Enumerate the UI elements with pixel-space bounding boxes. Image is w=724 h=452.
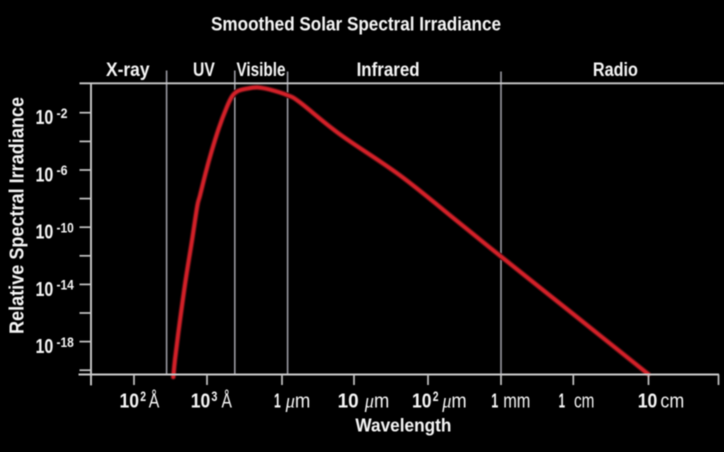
svg-text:Relative Spectral Irradiance: Relative Spectral Irradiance: [7, 97, 29, 334]
svg-text:-2: -2: [57, 105, 68, 121]
svg-text:10: 10: [36, 336, 54, 358]
svg-text:10: 10: [191, 391, 211, 413]
svg-text:mm: mm: [503, 391, 530, 413]
svg-text:Smoothed Solar Spectral Irradi: Smoothed Solar Spectral Irradiance: [211, 15, 501, 36]
svg-text:Å: Å: [149, 390, 160, 413]
svg-text:-18: -18: [57, 334, 74, 350]
svg-text:1: 1: [491, 391, 498, 413]
svg-text:10: 10: [638, 391, 658, 413]
svg-text:10: 10: [36, 222, 54, 244]
svg-text:-6: -6: [57, 162, 68, 178]
svg-text:10: 10: [120, 391, 140, 413]
svg-text:1: 1: [559, 391, 565, 413]
svg-text:μm: μm: [364, 391, 389, 413]
svg-text:cm: cm: [660, 391, 684, 413]
svg-text:1: 1: [274, 391, 281, 413]
svg-text:10: 10: [36, 279, 54, 301]
svg-text:cm: cm: [574, 391, 594, 413]
svg-text:Visible: Visible: [237, 60, 286, 81]
svg-text:10: 10: [36, 107, 54, 129]
svg-text:10: 10: [412, 391, 432, 413]
svg-text:μm: μm: [441, 391, 466, 413]
svg-text:-14: -14: [57, 277, 74, 293]
svg-text:Wavelength: Wavelength: [355, 416, 451, 436]
svg-text:2: 2: [433, 388, 439, 404]
svg-text:μm: μm: [285, 391, 311, 413]
svg-text:Å: Å: [222, 390, 233, 413]
svg-text:10: 10: [36, 165, 54, 187]
svg-text:3: 3: [211, 388, 217, 404]
svg-text:-10: -10: [57, 219, 74, 235]
svg-text:10: 10: [338, 391, 359, 413]
svg-text:X-ray: X-ray: [106, 60, 150, 81]
svg-text:UV: UV: [193, 60, 215, 81]
svg-text:Radio: Radio: [593, 60, 638, 81]
svg-text:2: 2: [140, 388, 146, 404]
svg-text:Infrared: Infrared: [357, 60, 420, 81]
